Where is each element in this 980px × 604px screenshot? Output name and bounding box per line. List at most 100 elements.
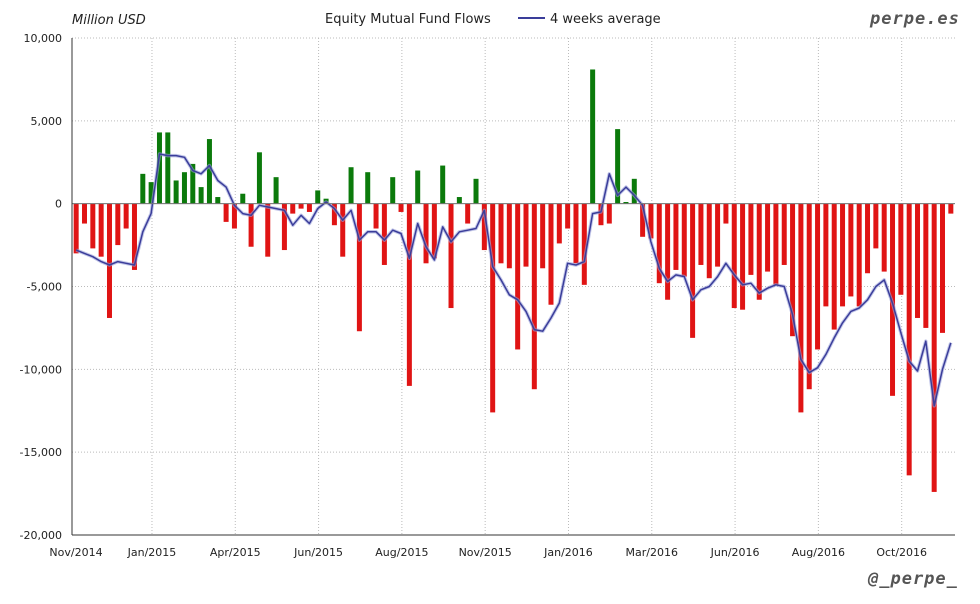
flow-bar <box>948 203 954 214</box>
flow-bar <box>740 203 746 310</box>
flow-bar <box>415 170 421 204</box>
flow-bar <box>98 203 104 257</box>
x-tick-label: Jan/2016 <box>543 546 593 559</box>
flow-bar <box>556 203 562 244</box>
flow-bar <box>273 177 279 204</box>
flow-bar <box>423 203 429 264</box>
flow-bar <box>281 203 287 251</box>
flow-bar <box>373 203 379 229</box>
chart-title: Equity Mutual Fund Flows <box>325 12 491 27</box>
flow-bar <box>165 132 171 204</box>
flow-bar <box>665 203 671 300</box>
flow-bar <box>823 203 829 307</box>
flow-bar <box>181 172 187 204</box>
flow-bar <box>398 203 404 212</box>
x-tick-label: Nov/2015 <box>459 546 512 559</box>
flow-bar <box>648 203 654 239</box>
y-tick-label: -5,000 <box>27 281 62 294</box>
brand-watermark-top: perpe.es <box>869 9 960 29</box>
x-tick-label: Jun/2015 <box>293 546 343 559</box>
flow-bar <box>515 203 521 350</box>
flow-bar <box>148 182 154 204</box>
bars-layer <box>73 69 954 492</box>
flow-bar <box>198 187 204 204</box>
flow-bar <box>431 203 437 259</box>
flow-bar <box>756 203 762 300</box>
flow-bar <box>498 203 504 264</box>
flow-bar <box>81 203 87 224</box>
flow-bar <box>390 177 396 204</box>
avg-line <box>75 153 952 407</box>
y-tick-label: 5,000 <box>31 115 63 128</box>
flow-bar <box>456 197 462 204</box>
flow-bar <box>290 203 296 214</box>
flow-bar <box>748 203 754 275</box>
flow-bar <box>215 197 221 204</box>
flow-bar <box>590 69 596 204</box>
flow-bar <box>606 203 612 224</box>
flow-bar <box>715 203 721 267</box>
axis-layer <box>71 38 955 536</box>
flow-bar <box>723 203 729 224</box>
flow-bar <box>898 203 904 295</box>
x-tick-label: Jan/2015 <box>127 546 177 559</box>
flow-bar <box>440 165 446 204</box>
flow-bar <box>348 167 354 204</box>
flow-bar <box>123 203 129 229</box>
flow-bar <box>265 203 271 257</box>
flow-bar <box>256 152 262 204</box>
flow-bar <box>640 203 646 237</box>
flow-bar <box>356 203 362 332</box>
flow-bar <box>573 203 579 264</box>
brand-watermark-bottom: @_perpe_ <box>867 569 958 589</box>
flow-bar <box>156 132 162 204</box>
flow-bar <box>481 203 487 251</box>
flow-bar <box>190 163 196 204</box>
flow-bar <box>873 203 879 249</box>
flow-bar <box>865 203 871 274</box>
flow-bar <box>465 203 471 224</box>
flow-bar <box>315 190 321 204</box>
flow-bar <box>840 203 846 307</box>
y-tick-label: 10,000 <box>24 32 63 45</box>
flow-bar <box>623 202 629 204</box>
flow-bar <box>73 203 79 254</box>
flow-bar <box>615 129 621 204</box>
x-tick-label: Jun/2016 <box>710 546 760 559</box>
flow-bar <box>306 203 312 212</box>
flow-bar <box>115 203 121 246</box>
flow-bar <box>806 203 812 390</box>
flow-bar <box>690 203 696 338</box>
flow-bar <box>598 203 604 226</box>
flow-bar <box>581 203 587 285</box>
flow-bar <box>365 172 371 204</box>
tick-label-layer: 10,000 5,000 0 -5,000 -10,000 -15,000 -20,000 N… <box>20 32 928 559</box>
x-tick-label: Mar/2016 <box>626 546 678 559</box>
grid-layer <box>72 37 955 536</box>
flow-bar <box>798 203 804 413</box>
flow-bar <box>448 203 454 309</box>
flow-bar <box>881 203 887 272</box>
flow-bar <box>831 203 837 330</box>
flow-bar <box>340 203 346 257</box>
flow-bar <box>331 203 337 226</box>
flow-bar <box>856 203 862 307</box>
x-tick-label: Nov/2014 <box>49 546 102 559</box>
flow-bar <box>565 203 571 229</box>
flow-bar <box>140 173 146 204</box>
flow-bar <box>540 203 546 269</box>
flow-bar <box>915 203 921 318</box>
y-tick-label: -15,000 <box>20 446 62 459</box>
flow-bar <box>848 203 854 297</box>
flow-bar <box>473 178 479 204</box>
flow-bar <box>223 203 229 222</box>
x-tick-label: Oct/2016 <box>876 546 927 559</box>
y-tick-label: -10,000 <box>20 363 62 376</box>
y-tick-label: 0 <box>55 198 62 211</box>
flow-bar <box>490 203 496 413</box>
flow-bar <box>240 193 246 204</box>
flow-bar <box>631 178 637 204</box>
flow-bar <box>106 203 112 318</box>
